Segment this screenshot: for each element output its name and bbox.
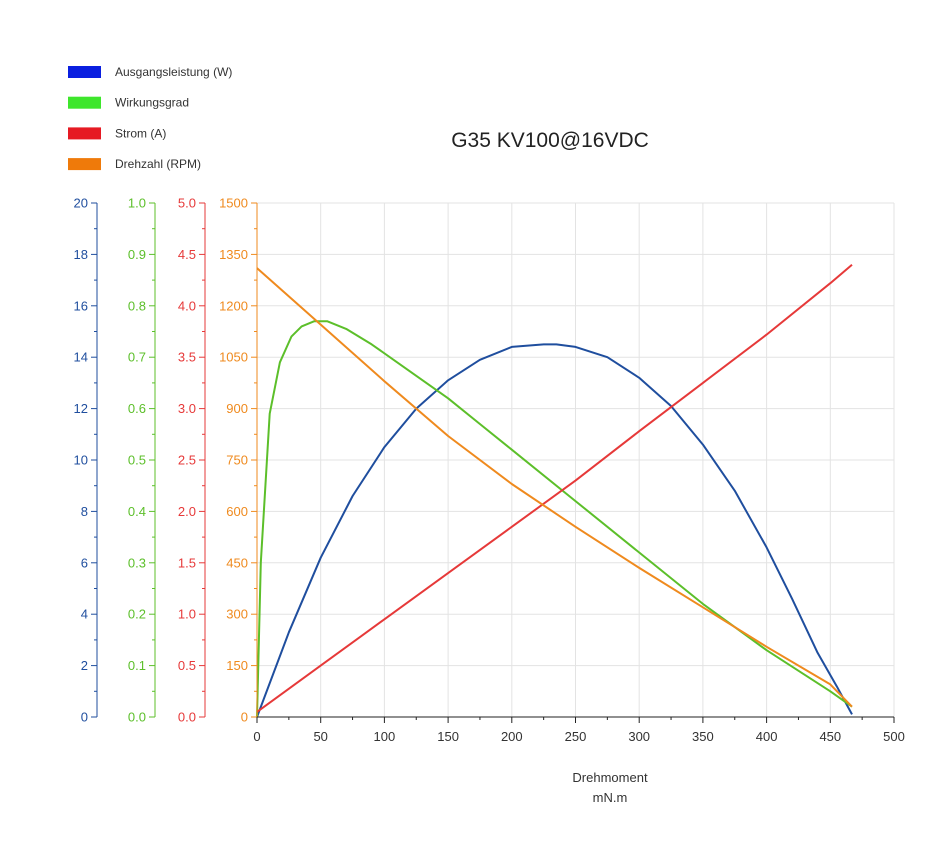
legend-swatch [68,158,101,171]
x-tick-label: 500 [883,729,905,744]
y-tick-label-eff: 0.9 [128,247,146,262]
y-tick-label-eff: 0.7 [128,350,146,365]
y-tick-label-speed: 1350 [219,247,248,262]
y-tick-label-current: 4.5 [178,247,196,262]
y-tick-label-current: 5.0 [178,196,196,211]
y-tick-label-eff: 1.0 [128,196,146,211]
legend-swatch [68,96,101,109]
legend-label: Wirkungsgrad [115,96,189,110]
legend-item: Ausgangsleistung (W) [68,65,232,79]
y-tick-label-eff: 0.1 [128,658,146,673]
y-tick-label-speed: 300 [226,607,248,622]
y-tick-label-power: 16 [74,298,88,313]
y-tick-label-current: 4.0 [178,298,196,313]
y-tick-label-current: 0.5 [178,658,196,673]
legend-item: Strom (A) [68,126,166,140]
y-tick-label-current: 3.5 [178,350,196,365]
y-tick-label-power: 10 [74,453,88,468]
x-tick-label: 50 [313,729,327,744]
legend-item: Drehzahl (RPM) [68,157,201,171]
x-tick-label: 150 [437,729,459,744]
legend-label: Strom (A) [115,126,166,140]
y-tick-label-eff: 0.5 [128,453,146,468]
y-tick-label-power: 18 [74,247,88,262]
x-tick-label: 200 [501,729,523,744]
y-tick-label-speed: 450 [226,555,248,570]
y-tick-label-eff: 0.3 [128,555,146,570]
y-tick-label-current: 3.0 [178,401,196,416]
y-tick-label-eff: 0.6 [128,401,146,416]
x-tick-label: 0 [253,729,260,744]
y-tick-label-speed: 600 [226,504,248,519]
y-tick-label-power: 4 [81,607,88,622]
y-tick-label-speed: 900 [226,401,248,416]
y-tick-label-power: 2 [81,658,88,673]
y-tick-label-power: 12 [74,401,88,416]
y-tick-label-current: 2.5 [178,453,196,468]
y-tick-label-current: 0.0 [178,710,196,725]
legend-label: Ausgangsleistung (W) [115,65,232,79]
series-line-eff [256,320,853,718]
y-tick-label-power: 14 [74,350,88,365]
legend-swatch [68,66,101,78]
legend-swatch [68,127,101,140]
y-tick-label-speed: 0 [241,710,248,725]
y-tick-label-speed: 1500 [219,196,248,211]
y-tick-label-current: 2.0 [178,504,196,519]
x-tick-label: 300 [628,729,650,744]
y-tick-label-eff: 0.4 [128,504,146,519]
x-tick-label: 350 [692,729,714,744]
series-layer [256,263,853,718]
x-tick-label: 100 [374,729,396,744]
legend-label: Drehzahl (RPM) [115,157,201,171]
y-tick-label-current: 1.5 [178,555,196,570]
x-axis-label: Drehmoment [572,770,648,785]
y-tick-label-speed: 1200 [219,298,248,313]
y-tick-label-speed: 150 [226,658,248,673]
y-tick-label-power: 8 [81,504,88,519]
grid [257,202,895,717]
y-tick-label-eff: 0.0 [128,710,146,725]
series-line-power [256,343,853,718]
series-line-speed [256,267,853,708]
axes-layer: 0 2 4 6 8 10 12 14 16 18 20 0.0 0.1 0.2 0.3 0.4 0.5 0.6 0.… [74,196,905,745]
y-tick-label-power: 6 [81,555,88,570]
x-axis-unit: mN.m [593,790,628,805]
series-line-current [256,263,853,713]
y-tick-label-eff: 0.2 [128,607,146,622]
x-tick-label: 450 [819,729,841,744]
y-tick-label-power: 20 [74,196,88,211]
y-tick-label-power: 0 [81,710,88,725]
chart-title: G35 KV100@16VDC [451,129,649,152]
x-tick-label: 400 [756,729,778,744]
y-tick-label-speed: 750 [226,453,248,468]
y-tick-label-speed: 1050 [219,350,248,365]
legend-item: Wirkungsgrad [68,96,189,110]
y-tick-label-current: 1.0 [178,607,196,622]
x-tick-label: 250 [565,729,587,744]
legend: Ausgangsleistung (W) Wirkungsgrad Strom (A… [68,65,232,171]
y-tick-label-eff: 0.8 [128,298,146,313]
